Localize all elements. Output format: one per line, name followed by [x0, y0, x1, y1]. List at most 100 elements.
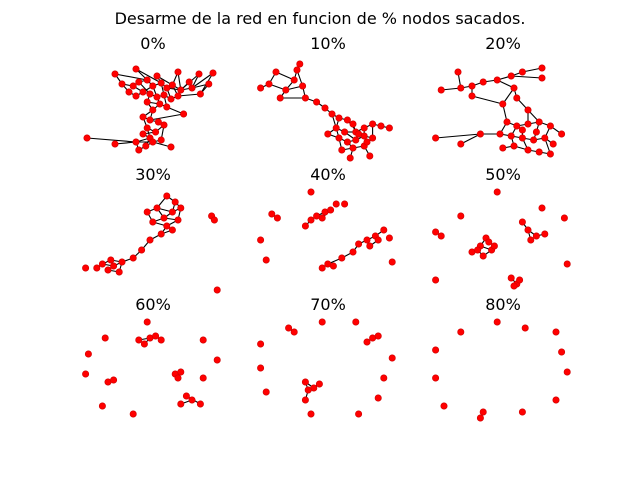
network-node	[479, 78, 487, 86]
network-node	[262, 256, 270, 264]
network-node	[377, 122, 385, 130]
network-node	[160, 121, 168, 129]
network-node	[432, 134, 440, 142]
network-node	[549, 140, 557, 148]
network-node	[369, 134, 377, 142]
network-node	[510, 142, 518, 150]
network-node	[93, 264, 101, 272]
network-node	[468, 82, 476, 90]
network-node	[318, 214, 326, 222]
network-node	[83, 134, 91, 142]
network-node	[479, 252, 487, 260]
network-node	[432, 228, 440, 236]
network-node	[563, 260, 571, 268]
network-node	[257, 84, 265, 92]
network-node	[257, 364, 265, 372]
network-node	[552, 396, 560, 404]
network-node	[560, 214, 568, 222]
network-node	[171, 198, 179, 206]
network-node	[516, 276, 524, 284]
network-node	[318, 318, 326, 326]
network-node	[307, 410, 315, 418]
network-node	[493, 318, 501, 326]
network-node	[209, 69, 217, 77]
network-node	[385, 124, 393, 132]
network-node	[355, 130, 363, 138]
network-node	[521, 324, 529, 332]
network-node	[163, 103, 171, 111]
network-node	[510, 282, 518, 290]
network-node	[332, 200, 340, 208]
network-node	[493, 188, 501, 196]
network-node	[454, 68, 462, 76]
network-node	[132, 138, 140, 146]
network-node	[174, 68, 182, 76]
network-node	[154, 118, 162, 126]
network-node	[307, 216, 315, 224]
network-node	[110, 262, 118, 270]
network-node	[301, 222, 309, 230]
network-node	[374, 394, 382, 402]
network-node	[363, 338, 371, 346]
network-node	[143, 208, 151, 216]
network-node	[132, 65, 140, 73]
network-node	[213, 286, 221, 294]
network-node	[388, 354, 396, 362]
network-node	[457, 140, 465, 148]
network-node	[180, 110, 188, 118]
network-node	[355, 410, 363, 418]
network-node	[111, 70, 119, 78]
network-node	[110, 376, 118, 384]
network-node	[493, 76, 501, 84]
network-node	[177, 204, 185, 212]
network-node	[160, 91, 168, 99]
network-node	[149, 218, 157, 226]
network-node	[546, 122, 554, 130]
network-node	[301, 94, 309, 102]
network-node	[290, 76, 298, 84]
panel-title: 0%	[140, 34, 165, 53]
network-node	[149, 138, 157, 146]
network-node	[146, 90, 154, 98]
network-node	[135, 78, 143, 86]
network-node	[195, 70, 203, 78]
network-node	[177, 400, 185, 408]
network-node	[146, 236, 154, 244]
network-node	[129, 82, 137, 90]
network-node	[374, 236, 382, 244]
network-node	[440, 402, 448, 410]
network-node	[143, 98, 151, 106]
network-node	[558, 348, 566, 356]
network-node	[363, 138, 371, 146]
network-node	[257, 340, 265, 348]
network-panel: 20%	[432, 34, 566, 158]
network-node	[329, 262, 337, 270]
network-node	[552, 328, 560, 336]
network-edge	[471, 95, 503, 105]
network-node	[457, 328, 465, 336]
network-node	[341, 200, 349, 208]
network-node	[457, 84, 465, 92]
network-node	[352, 318, 360, 326]
network-node	[530, 136, 538, 144]
network-node	[301, 396, 309, 404]
panels-grid: 0% 10% 20% 30% 40% 50% 60% 70% 80%	[82, 34, 571, 422]
panel-title: 80%	[485, 295, 521, 314]
network-node	[496, 130, 504, 138]
network-node	[118, 258, 126, 266]
network-node	[82, 370, 90, 378]
network-node	[273, 214, 281, 222]
network-node	[518, 126, 526, 134]
network-node	[380, 374, 388, 382]
network-node	[332, 124, 340, 132]
network-node	[153, 204, 161, 212]
network-node	[163, 84, 171, 92]
network-node	[328, 110, 336, 118]
network-node	[129, 410, 137, 418]
network-node	[468, 92, 476, 100]
network-node	[524, 106, 532, 114]
network-node	[558, 130, 566, 138]
panel-title: 10%	[310, 34, 346, 53]
network-node	[104, 266, 112, 274]
